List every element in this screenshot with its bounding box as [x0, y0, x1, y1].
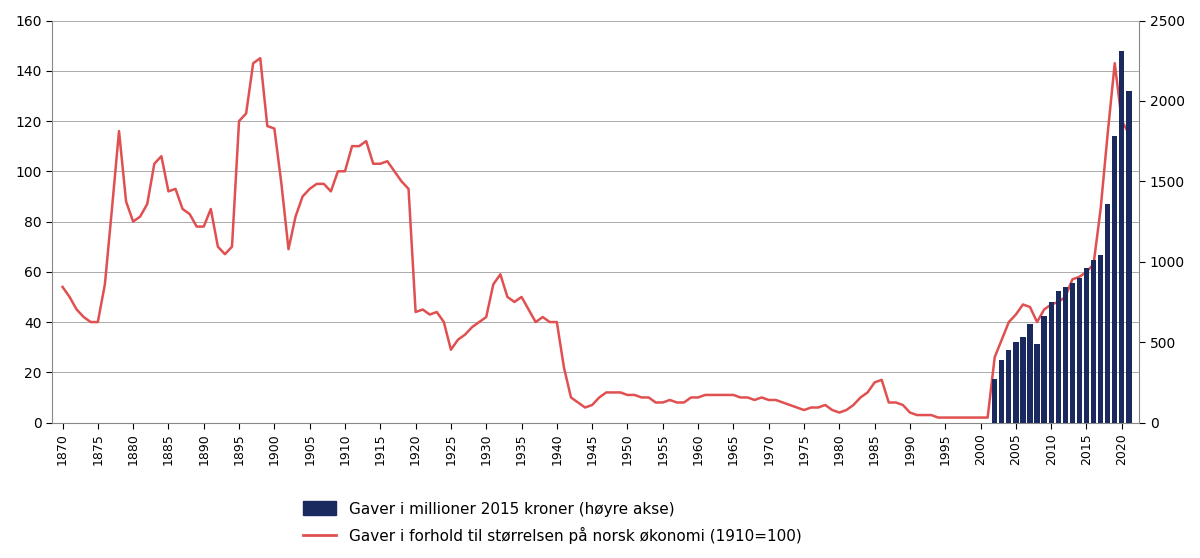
Bar — [1042, 316, 1046, 422]
Bar — [1063, 287, 1068, 422]
Bar — [1120, 51, 1124, 422]
Bar — [1006, 350, 1012, 422]
Bar — [1020, 338, 1026, 422]
Bar — [1127, 92, 1132, 422]
Bar — [1049, 302, 1054, 422]
Bar — [992, 379, 997, 422]
Bar — [1034, 344, 1039, 422]
Bar — [1000, 360, 1004, 422]
Bar — [1105, 204, 1110, 422]
Legend: Gaver i millioner 2015 kroner (høyre akse), Gaver i forhold til størrelsen på no: Gaver i millioner 2015 kroner (høyre aks… — [296, 496, 808, 550]
Bar — [1056, 291, 1061, 422]
Bar — [1076, 278, 1082, 422]
Bar — [1013, 342, 1019, 422]
Bar — [1112, 136, 1117, 422]
Bar — [1091, 260, 1097, 422]
Bar — [1098, 256, 1103, 422]
Bar — [1069, 283, 1075, 422]
Bar — [1027, 325, 1033, 422]
Bar — [1084, 268, 1090, 422]
